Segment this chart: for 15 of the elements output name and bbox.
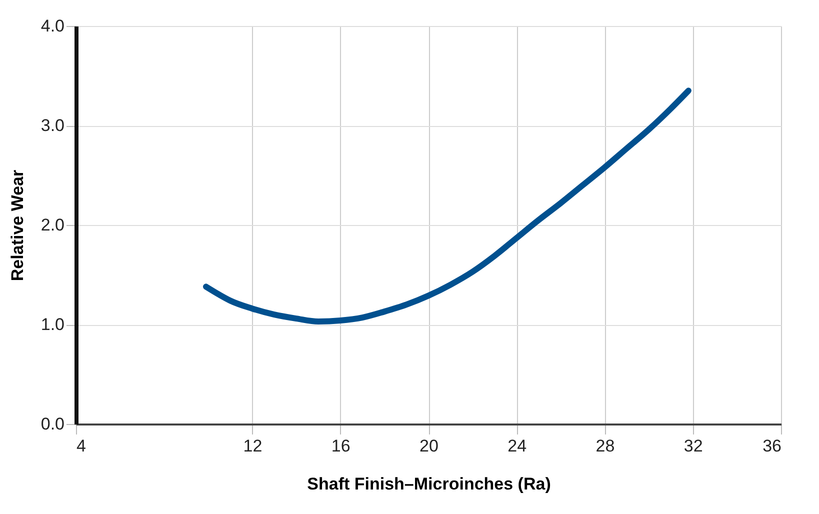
x-tick-label: 20 [420, 436, 438, 456]
y-tick-label: 2.0 [40, 216, 64, 234]
x-tick-label: 24 [508, 436, 527, 456]
x-tick-label: 32 [684, 436, 703, 456]
y-tick-label: 4.0 [40, 16, 64, 36]
x-tick-label: 36 [762, 436, 782, 456]
y-tick-label: 0.0 [40, 414, 64, 434]
x-tick-label: 28 [596, 436, 615, 456]
y-tick-label: 1.0 [40, 315, 64, 334]
x-tick-label: 12 [243, 436, 262, 456]
y-axis-title: Relative Wear [8, 170, 27, 282]
x-tick-label: 4 [76, 436, 86, 456]
x-tick-label: 16 [331, 436, 350, 456]
y-tick-label: 3.0 [40, 116, 64, 135]
x-axis-title: Shaft Finish–Microinches (Ra) [307, 474, 551, 494]
